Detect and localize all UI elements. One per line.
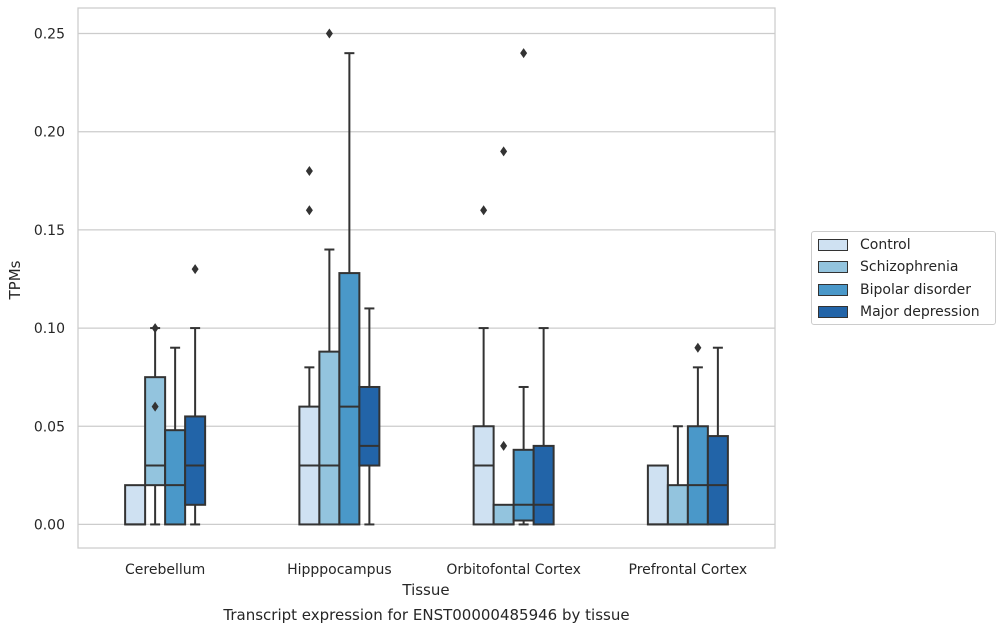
box-control-hipppocampus	[298, 165, 321, 526]
box-schizophrenia-orbitofontal-cortex	[492, 146, 515, 526]
box-major-depression-cerebellum	[184, 264, 207, 526]
outlier-point	[480, 205, 488, 216]
x-tick-label-cerebellum: Cerebellum	[125, 562, 205, 578]
outlier-point	[305, 165, 313, 176]
outlier-point	[500, 440, 508, 451]
x-tick-label-prefrontal-cortex: Prefrontal Cortex	[629, 562, 748, 578]
box-control-prefrontal-cortex	[646, 464, 669, 526]
legend-label-bipolar-disorder: Bipolar disorder	[860, 282, 972, 298]
box-major-depression-prefrontal-cortex	[706, 346, 729, 526]
outlier-point	[325, 28, 333, 39]
box-bipolar-disorder-cerebellum	[164, 346, 187, 526]
box-iqr	[492, 503, 515, 526]
legend-item-control: Control	[818, 235, 911, 255]
x-tick-label-orbitofontal-cortex: Orbitofontal Cortex	[446, 562, 581, 578]
box-iqr	[124, 484, 147, 526]
box-iqr	[532, 444, 555, 526]
box-iqr	[706, 435, 729, 526]
box-control-cerebellum	[124, 484, 147, 526]
box-iqr	[184, 415, 207, 506]
y-tick-label: 0.25	[34, 27, 65, 43]
legend-item-schizophrenia: Schizophrenia	[818, 257, 958, 277]
box-series-group	[124, 28, 729, 526]
box-iqr	[686, 425, 709, 526]
x-tick-label-hipppocampus: Hipppocampus	[287, 562, 392, 578]
box-iqr	[318, 350, 341, 526]
chart-caption: Transcript expression for ENST0000048594…	[223, 606, 630, 624]
outlier-point	[500, 146, 508, 157]
box-iqr	[338, 272, 361, 526]
outlier-point	[191, 264, 199, 275]
y-tick-label: 0.20	[34, 125, 65, 141]
box-iqr	[358, 385, 381, 467]
box-iqr	[472, 425, 495, 526]
outlier-point	[151, 323, 159, 334]
box-iqr	[666, 484, 689, 526]
box-control-orbitofontal-cortex	[472, 205, 495, 526]
legend: Control Schizophrenia Bipolar disorder M…	[811, 231, 996, 325]
legend-swatch-schizophrenia	[818, 261, 848, 273]
legend-label-control: Control	[860, 237, 911, 253]
legend-item-major-depression: Major depression	[818, 302, 980, 322]
y-tick-label: 0.10	[34, 321, 65, 337]
box-iqr	[144, 376, 167, 487]
box-major-depression-orbitofontal-cortex	[532, 327, 555, 526]
box-iqr	[512, 448, 535, 522]
y-tick-label: 0.00	[34, 517, 65, 533]
box-major-depression-hipppocampus	[358, 307, 381, 526]
outlier-point	[694, 342, 702, 353]
legend-item-bipolar-disorder: Bipolar disorder	[818, 280, 971, 300]
x-axis-ticks: Cerebellum Hipppocampus Orbitofontal Corte…	[125, 562, 747, 578]
plot-frame	[77, 7, 776, 549]
legend-swatch-major-depression	[818, 306, 848, 318]
outlier-point	[520, 48, 528, 59]
legend-swatch-control	[818, 239, 848, 251]
outlier-point	[305, 205, 313, 216]
y-axis-ticks: 0.00 0.05 0.10 0.15 0.20 0.25	[34, 27, 65, 534]
legend-label-schizophrenia: Schizophrenia	[860, 259, 959, 275]
box-iqr	[646, 464, 669, 526]
y-tick-label: 0.05	[34, 419, 65, 435]
legend-label-major-depression: Major depression	[860, 304, 980, 320]
box-bipolar-disorder-orbitofontal-cortex	[512, 48, 535, 526]
box-schizophrenia-prefrontal-cortex	[666, 425, 689, 526]
y-axis-title: TPMs	[6, 260, 24, 300]
outlier-point	[151, 401, 159, 412]
x-axis-title: Tissue	[401, 581, 449, 599]
y-tick-label: 0.15	[34, 223, 65, 239]
box-iqr	[164, 429, 187, 526]
box-bipolar-disorder-hipppocampus	[338, 52, 361, 526]
legend-swatch-bipolar-disorder	[818, 284, 848, 296]
